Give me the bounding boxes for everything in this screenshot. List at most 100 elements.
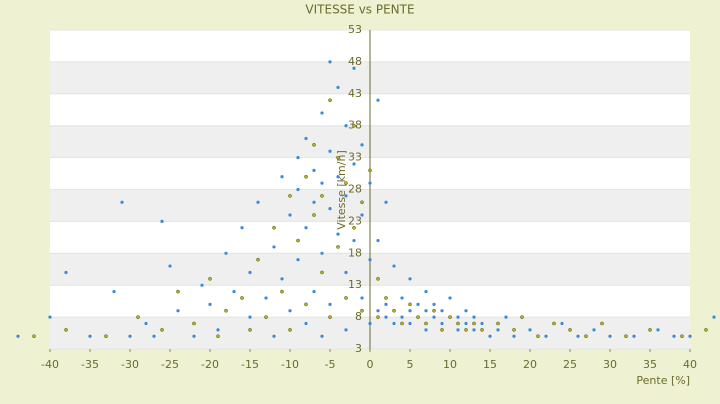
point (456, 321, 460, 326)
point (600, 321, 604, 326)
x-tick-label: 25 (563, 358, 577, 371)
x-tick-label: 5 (407, 358, 414, 371)
point (192, 334, 196, 338)
point (264, 296, 268, 300)
point (400, 315, 404, 319)
point (432, 308, 436, 313)
point (344, 328, 348, 332)
point (224, 251, 228, 255)
point (328, 149, 332, 153)
point (344, 124, 348, 128)
point (480, 321, 484, 326)
point (264, 315, 268, 319)
x-tick-label: 15 (483, 358, 497, 371)
y-tick-label: 8 (355, 310, 362, 323)
point (232, 289, 236, 294)
point (408, 302, 412, 307)
point (248, 328, 252, 332)
point (656, 328, 660, 332)
point (272, 334, 276, 338)
point (320, 194, 324, 198)
point (336, 85, 340, 90)
point (336, 175, 340, 179)
point (368, 168, 372, 173)
point (240, 226, 244, 230)
point (408, 321, 412, 326)
x-tick-label: -40 (41, 358, 59, 371)
point (256, 257, 260, 262)
point (376, 309, 380, 313)
point (168, 264, 172, 268)
point (704, 328, 708, 332)
point (328, 315, 332, 319)
point (544, 334, 548, 338)
point (488, 334, 492, 338)
point (464, 321, 468, 326)
point (648, 328, 652, 332)
y-tick-label: 53 (348, 23, 362, 36)
point (448, 315, 452, 319)
point (288, 194, 292, 198)
point (352, 123, 356, 128)
point (328, 207, 332, 211)
x-tick-label: -35 (81, 358, 99, 371)
point (272, 225, 276, 230)
point (288, 213, 292, 217)
point (304, 136, 308, 141)
y-tick-label: 23 (348, 214, 362, 227)
point (624, 334, 628, 339)
point (368, 181, 372, 185)
point (592, 328, 596, 332)
point (288, 328, 292, 332)
point (296, 187, 300, 192)
point (568, 328, 572, 332)
point (496, 321, 500, 326)
point (280, 277, 284, 281)
point (408, 309, 412, 313)
point (688, 334, 692, 338)
point (312, 142, 316, 147)
point (312, 213, 316, 217)
point (136, 315, 140, 319)
point (320, 181, 324, 185)
point (160, 328, 164, 332)
x-tick-label: -10 (281, 358, 299, 371)
point (344, 181, 348, 185)
point (312, 168, 316, 172)
point (384, 296, 388, 300)
point (336, 232, 340, 236)
point (432, 302, 436, 306)
point (368, 258, 372, 262)
point (384, 200, 388, 204)
x-tick-label: 10 (443, 358, 457, 371)
point (472, 315, 476, 319)
point (352, 162, 356, 166)
point (424, 289, 428, 294)
x-tick-label: -15 (241, 358, 259, 371)
point (352, 66, 356, 70)
point (472, 321, 476, 326)
point (392, 308, 396, 313)
point (216, 328, 220, 332)
point (88, 334, 92, 338)
point (320, 251, 324, 255)
point (464, 309, 468, 313)
point (320, 270, 324, 275)
point (440, 328, 444, 332)
point (328, 98, 332, 103)
point (536, 334, 540, 339)
y-tick-label: 33 (348, 151, 362, 164)
point (512, 328, 516, 332)
point (160, 219, 164, 223)
point (48, 315, 52, 319)
point (328, 302, 332, 306)
point (368, 321, 372, 326)
point (304, 321, 308, 326)
point (360, 200, 364, 205)
point (296, 258, 300, 262)
x-tick-label: 35 (643, 358, 657, 371)
x-tick-label: 30 (603, 358, 617, 371)
point (416, 302, 420, 306)
point (712, 315, 716, 319)
point (104, 334, 108, 339)
